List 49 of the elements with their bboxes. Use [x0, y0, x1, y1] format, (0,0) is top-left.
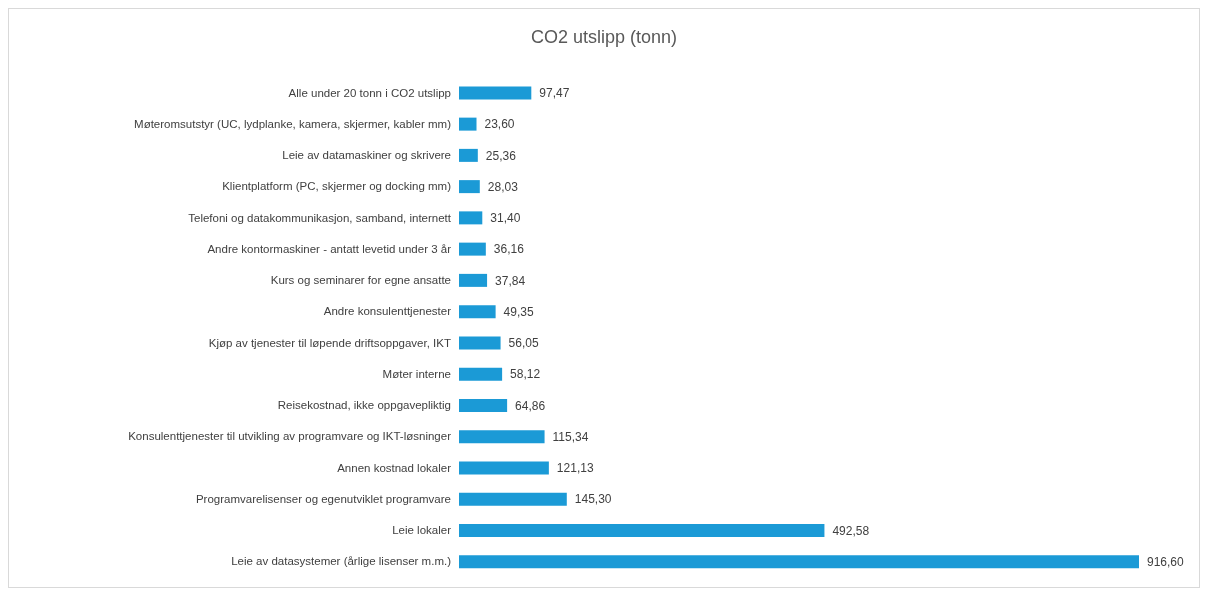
- bar: [459, 398, 508, 412]
- bar: [459, 523, 825, 537]
- data-label: 28,03: [487, 179, 519, 194]
- y-tick-label: Leie av datamaskiner og skrivere: [282, 149, 451, 162]
- bar: [459, 336, 501, 350]
- data-label: 64,86: [515, 398, 546, 413]
- y-tick-label: Telefoni og datakommunikasjon, samband, internett: [188, 211, 452, 224]
- y-tick-label: Programvarelisenser og egenutviklet programvare: [195, 492, 451, 505]
- data-label: 121,13: [556, 461, 594, 476]
- data-label: 58,12: [510, 367, 541, 382]
- data-label: 25,36: [485, 148, 517, 163]
- y-tick-label: Andre kontormaskiner - antatt levetid under 3 år: [207, 242, 452, 255]
- chart-title: CO2 utslipp (tonn): [529, 26, 679, 49]
- y-tick-label: Andre konsulenttjenester: [323, 305, 452, 318]
- y-tick-label: Konsulenttjenester til utvikling av programvare og IKT-løsninger: [128, 430, 452, 443]
- data-label: 49,35: [503, 304, 534, 319]
- data-label: 23,60: [484, 117, 515, 132]
- y-tick-label: Leie lokaler: [392, 524, 452, 537]
- data-label: 56,05: [508, 336, 539, 351]
- y-tick-label: Klientplatform (PC, skjermer og docking mm): [222, 180, 452, 193]
- y-tick-label: Annen kostnad lokaler: [337, 461, 452, 474]
- y-tick-label: Kurs og seminarer for egne ansatte: [270, 274, 451, 287]
- data-label: 37,84: [495, 273, 526, 288]
- data-label: 115,34: [552, 429, 589, 444]
- y-tick-label: Kjøp av tjenester til løpende driftsoppgaver, IKT: [208, 336, 451, 349]
- bar: [459, 86, 532, 100]
- bar: [459, 461, 549, 475]
- data-label: 31,40: [490, 211, 521, 226]
- y-tick-label: Møteromsutstyr (UC, lydplanke, kamera, skjermer, kabler mm): [134, 117, 452, 130]
- bar: [459, 211, 483, 225]
- bar: [459, 180, 480, 194]
- bar: [459, 555, 1139, 569]
- y-tick-label: Reisekostnad, ikke oppgavepliktig: [277, 399, 451, 412]
- y-tick-label: Møter interne: [382, 367, 451, 380]
- y-tick-label: Leie av datasystemer (årlige lisenser m.m.): [231, 555, 452, 568]
- bar: [459, 367, 503, 381]
- bar: [459, 273, 488, 287]
- data-label: 916,60: [1147, 554, 1185, 569]
- bar: [459, 492, 567, 506]
- bar: [459, 305, 496, 319]
- bar: [459, 117, 477, 131]
- bar: [459, 430, 545, 444]
- bar: [459, 148, 478, 162]
- data-label: 145,30: [574, 492, 612, 507]
- y-tick-label: Alle under 20 tonn i CO2 utslipp: [288, 86, 451, 99]
- data-label: 36,16: [493, 242, 525, 257]
- data-label: 492,58: [832, 523, 870, 538]
- data-label: 97,47: [539, 86, 570, 101]
- bar: [459, 242, 486, 256]
